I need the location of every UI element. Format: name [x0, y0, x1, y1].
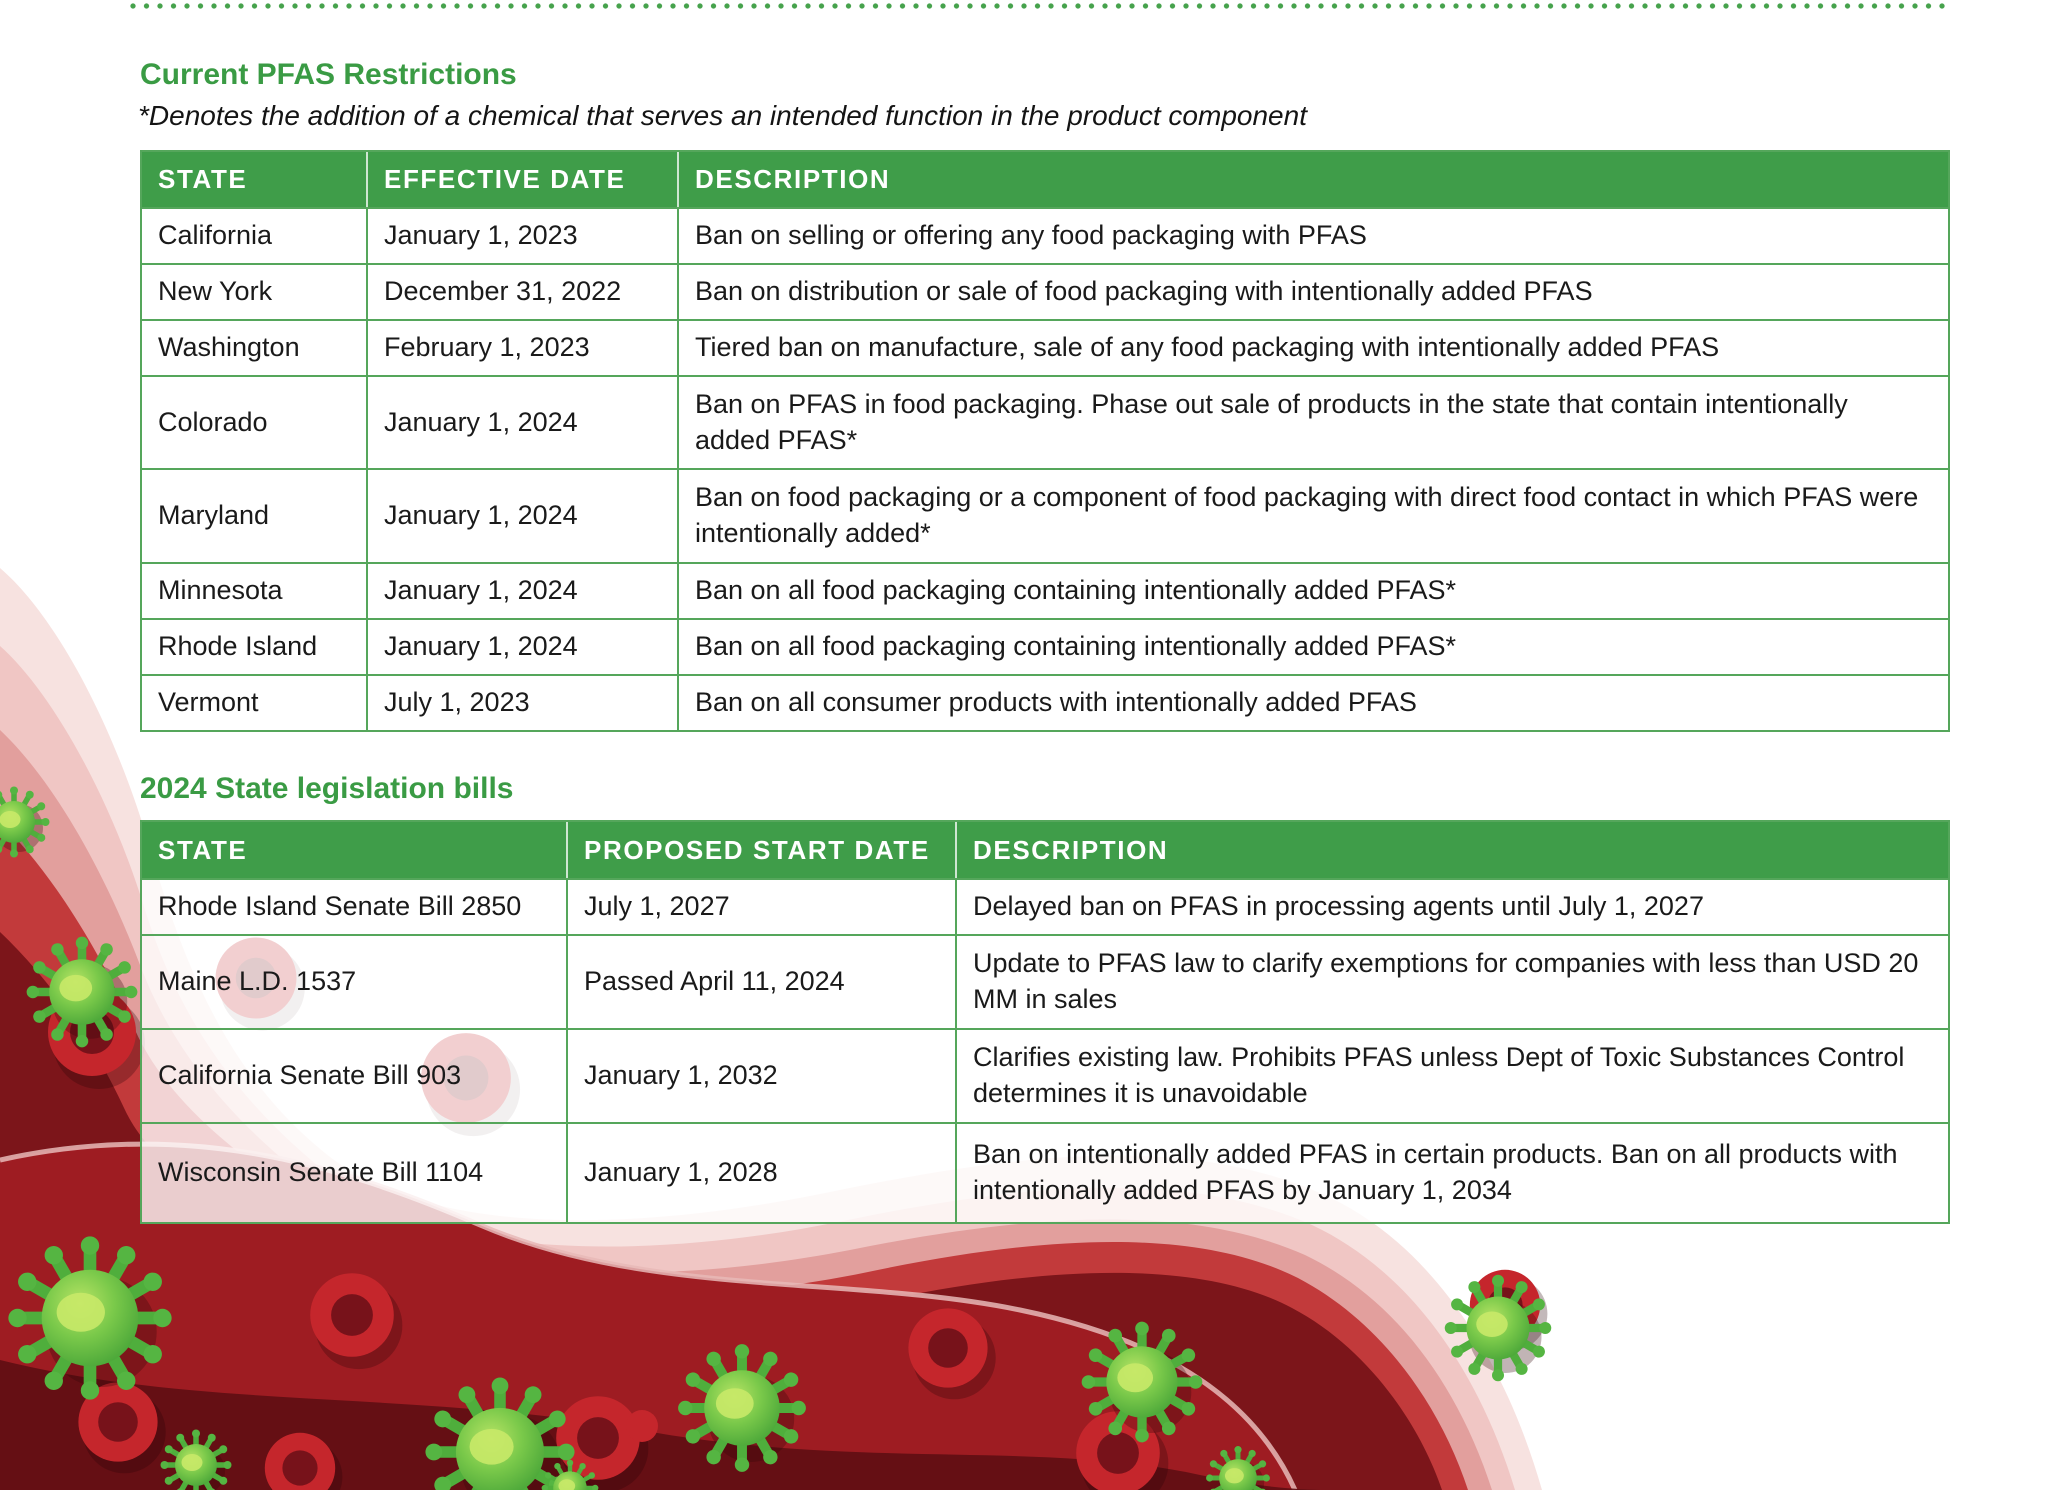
cell-description: Ban on food packaging or a component of … — [677, 470, 1948, 562]
table-row: Maryland January 1, 2024 Ban on food pac… — [142, 468, 1948, 562]
cell-date: July 1, 2027 — [566, 880, 955, 934]
cell-state: Washington — [158, 332, 300, 363]
cell-state: Wisconsin Senate Bill 1104 — [158, 1157, 484, 1188]
header-state: STATE — [158, 834, 248, 865]
header-description: DESCRIPTION — [955, 822, 1948, 878]
cell-description: Ban on all consumer products with intent… — [677, 676, 1948, 730]
cell-description: Ban on distribution or sale of food pack… — [677, 265, 1948, 319]
header-effective-date: EFFECTIVE DATE — [366, 152, 677, 207]
cell-state: Vermont — [158, 687, 259, 718]
table-row: California January 1, 2023 Ban on sellin… — [142, 207, 1948, 263]
cell-date: January 1, 2024 — [366, 470, 677, 562]
cell-date: January 1, 2028 — [566, 1124, 955, 1222]
table-header-row: STATE EFFECTIVE DATE DESCRIPTION — [142, 152, 1948, 207]
cell-date: July 1, 2023 — [366, 676, 677, 730]
section-title-current-restrictions: Current PFAS Restrictions — [140, 58, 517, 91]
cell-state: Rhode Island Senate Bill 2850 — [158, 891, 522, 922]
table-row: Rhode Island January 1, 2024 Ban on all … — [142, 618, 1948, 674]
cell-state: California — [158, 220, 273, 251]
cell-state: New York — [158, 276, 273, 307]
table-row: Washington February 1, 2023 Tiered ban o… — [142, 319, 1948, 375]
blood-vessel-illustration — [0, 568, 1620, 1490]
cell-state: Colorado — [158, 406, 268, 437]
table-row: Rhode Island Senate Bill 2850 July 1, 20… — [142, 878, 1948, 934]
cell-description: Ban on PFAS in food packaging. Phase out… — [677, 377, 1948, 468]
cell-date: January 1, 2032 — [566, 1030, 955, 1122]
table-row: Colorado January 1, 2024 Ban on PFAS in … — [142, 375, 1948, 468]
table-row: Minnesota January 1, 2024 Ban on all foo… — [142, 562, 1948, 618]
2024-state-legislation-table: STATE PROPOSED START DATE DESCRIPTION Rh… — [140, 820, 1950, 1224]
header-proposed-start-date: PROPOSED START DATE — [566, 822, 955, 878]
cell-date: Passed April 11, 2024 — [566, 936, 955, 1028]
cell-description: Ban on intentionally added PFAS in certa… — [955, 1124, 1948, 1222]
table-row: Vermont July 1, 2023 Ban on all consumer… — [142, 674, 1948, 730]
cell-description: Ban on selling or offering any food pack… — [677, 209, 1948, 263]
cell-state: Minnesota — [158, 575, 283, 606]
header-description: DESCRIPTION — [677, 152, 1948, 207]
cell-date: January 1, 2024 — [366, 564, 677, 618]
table-row: Wisconsin Senate Bill 1104 January 1, 20… — [142, 1122, 1948, 1222]
table-row: New York December 31, 2022 Ban on distri… — [142, 263, 1948, 319]
cell-state: Maryland — [158, 500, 270, 531]
cell-state: Rhode Island — [158, 631, 318, 662]
cell-date: January 1, 2024 — [366, 620, 677, 674]
table-row: California Senate Bill 903 January 1, 20… — [142, 1028, 1948, 1122]
cell-date: December 31, 2022 — [366, 265, 677, 319]
header-state: STATE — [158, 164, 248, 195]
cell-date: January 1, 2023 — [366, 209, 677, 263]
cell-description: Ban on all food packaging containing int… — [677, 564, 1948, 618]
table-row: Maine L.D. 1537 Passed April 11, 2024 Up… — [142, 934, 1948, 1028]
cell-description: Update to PFAS law to clarify exemptions… — [955, 936, 1948, 1028]
cell-date: February 1, 2023 — [366, 321, 677, 375]
cell-description: Clarifies existing law. Prohibits PFAS u… — [955, 1030, 1948, 1122]
cell-description: Delayed ban on PFAS in processing agents… — [955, 880, 1948, 934]
cell-description: Tiered ban on manufacture, sale of any f… — [677, 321, 1948, 375]
cell-state: California Senate Bill 903 — [158, 1060, 462, 1091]
current-pfas-restrictions-table: STATE EFFECTIVE DATE DESCRIPTION Califor… — [140, 150, 1950, 732]
cell-date: January 1, 2024 — [366, 377, 677, 468]
cell-description: Ban on all food packaging containing int… — [677, 620, 1948, 674]
footnote-denotes: *Denotes the addition of a chemical that… — [138, 100, 1307, 131]
cell-state: Maine L.D. 1537 — [158, 966, 357, 997]
table-header-row: STATE PROPOSED START DATE DESCRIPTION — [142, 822, 1948, 878]
section-title-2024-bills: 2024 State legislation bills — [140, 772, 514, 805]
dotted-divider — [130, 2, 1952, 10]
